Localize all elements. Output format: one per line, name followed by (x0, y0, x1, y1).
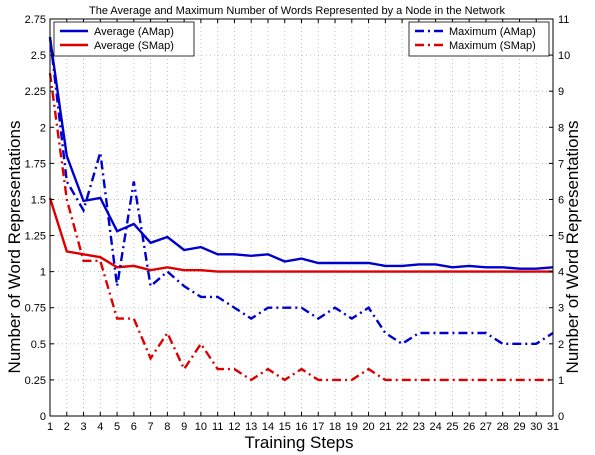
x-tick-label: 8 (164, 421, 170, 433)
x-tick-label: 28 (497, 421, 509, 433)
y-tick-label-left: 2.75 (25, 14, 46, 26)
x-tick-label: 1 (47, 421, 53, 433)
x-tick-label: 31 (547, 421, 559, 433)
ticks: 1 2 3 4 5 6 7 8 9 10 11 12 13 14 15 16 17 18 19 20 21 22 23 24 2… (25, 14, 571, 433)
x-axis-title: Training Steps (245, 433, 354, 452)
x-tick-label: 18 (329, 421, 341, 433)
legend-left: Average (AMap) Average (SMap) (53, 21, 195, 57)
x-tick-label: 17 (312, 421, 324, 433)
x-tick-label: 20 (362, 421, 374, 433)
legend-label: Average (SMap) (94, 40, 174, 52)
x-tick-label: 26 (463, 421, 475, 433)
y-tick-label-left: 0.25 (25, 375, 46, 387)
series-line-maximum-smap (48, 72, 553, 382)
plot-frame (49, 18, 554, 417)
y-tick-label-right: 4 (558, 267, 564, 279)
y-tick-label-right: 9 (558, 86, 564, 98)
x-tick-label: 11 (212, 421, 223, 433)
x-tick-label: 21 (379, 421, 391, 433)
x-tick-label: 25 (446, 421, 458, 433)
x-tick-label: 16 (295, 421, 307, 433)
legend-box (408, 21, 550, 57)
x-tick-label: 3 (80, 421, 86, 433)
x-tick-label: 29 (513, 421, 525, 433)
x-tick-label: 9 (181, 421, 187, 433)
x-tick-label: 27 (480, 421, 492, 433)
y-axis-title-right: Number of Word Representations (563, 121, 582, 374)
y-tick-label-right: 11 (558, 14, 569, 26)
y-tick-label-left: 0.75 (25, 303, 46, 315)
y-tick-label-left: 0 (40, 411, 46, 423)
y-tick-label-left: 1.75 (25, 158, 46, 170)
y-tick-label-left: 1 (40, 267, 46, 279)
y-tick-label-right: 3 (558, 303, 564, 315)
y-tick-label-right: 6 (558, 194, 564, 206)
series-line-maximum-amap (48, 36, 554, 346)
x-tick-label: 5 (114, 421, 120, 433)
legend-right: Maximum (AMap) Maximum (SMap) (408, 21, 550, 57)
x-tick-label: 10 (195, 421, 207, 433)
x-tick-label: 12 (228, 421, 240, 433)
y-tick-label-left: 1.25 (25, 231, 46, 243)
series-layer (48, 36, 554, 382)
x-tick-label: 24 (430, 421, 442, 433)
y-tick-label-right: 0 (558, 411, 564, 423)
y-tick-label-right: 1 (558, 375, 564, 387)
y-axis-title-left: Number of Word Representations (5, 121, 24, 374)
legend-box (53, 21, 195, 57)
x-tick-label: 15 (279, 421, 291, 433)
series-line-average-smap (48, 197, 553, 273)
y-tick-label-right: 2 (558, 339, 564, 351)
x-tick-label: 14 (262, 421, 274, 433)
x-tick-label: 30 (530, 421, 542, 433)
x-tick-label: 4 (97, 421, 103, 433)
x-tick-label: 13 (245, 421, 257, 433)
y-tick-label-right: 7 (558, 158, 564, 170)
x-tick-label: 6 (131, 421, 137, 433)
y-tick-label-left: 1.5 (31, 194, 46, 206)
x-tick-label: 22 (396, 421, 408, 433)
y-tick-label-right: 5 (558, 231, 564, 243)
x-tick-label: 19 (346, 421, 358, 433)
y-tick-label-left: 2.5 (31, 50, 46, 62)
legend-label: Maximum (AMap) (449, 26, 536, 38)
x-tick-label: 7 (148, 421, 154, 433)
y-tick-label-right: 10 (558, 50, 570, 62)
legend-label: Maximum (SMap) (449, 40, 536, 52)
legend-label: Average (AMap) (94, 26, 174, 38)
y-tick-label-right: 8 (558, 122, 564, 134)
grid (50, 19, 553, 416)
series-line-average-amap (48, 37, 554, 270)
y-tick-label-left: 2.25 (25, 86, 46, 98)
x-tick-label: 23 (413, 421, 425, 433)
y-tick-label-left: 0.5 (31, 339, 46, 351)
y-tick-label-left: 2 (40, 122, 46, 134)
chart-title: The Average and Maximum Number of Words … (89, 5, 505, 17)
x-tick-label: 2 (64, 421, 70, 433)
